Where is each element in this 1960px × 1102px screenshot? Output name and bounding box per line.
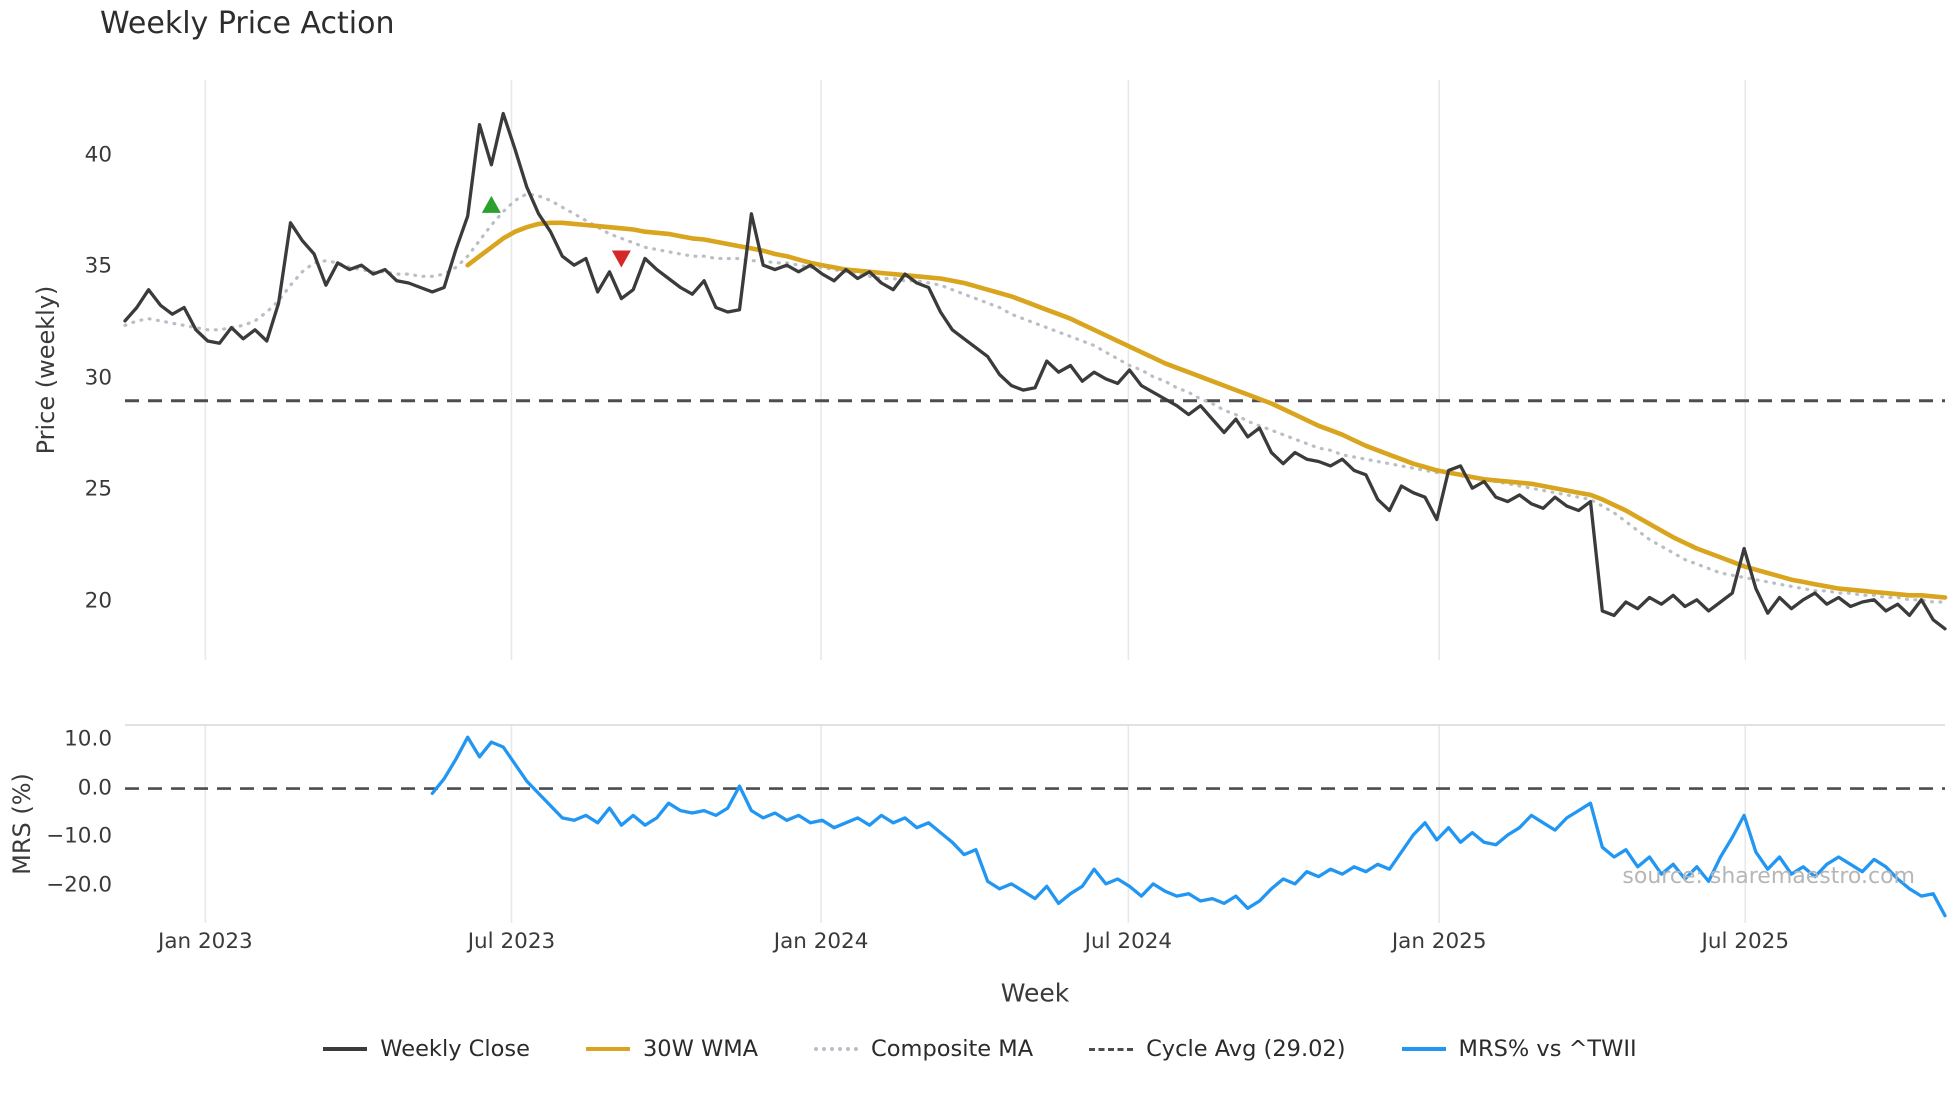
legend-item-30w-wma: 30W WMA	[585, 1036, 759, 1062]
x-tick-label: Jan 2023	[158, 929, 253, 954]
legend-label-cycle-avg: Cycle Avg (29.02)	[1146, 1036, 1346, 1062]
legend-label-mrs: MRS% vs ^TWII	[1458, 1036, 1637, 1062]
x-axis-label: Week	[1000, 978, 1070, 1008]
price-y-tick-label: 25	[84, 476, 112, 502]
x-tick-label: Jul 2023	[467, 929, 556, 954]
composite-ma-line-swatch	[814, 1047, 859, 1051]
legend-label-composite-ma: Composite MA	[871, 1036, 1034, 1062]
chart-title: Weekly Price Action	[100, 6, 395, 41]
mrs-y-tick-label: 0.0	[77, 775, 112, 801]
composite-ma-line	[123, 192, 1947, 604]
legend: Weekly Close 30W WMA Composite MA Cycle …	[0, 1036, 1960, 1062]
legend-item-weekly-close: Weekly Close	[323, 1036, 530, 1062]
x-tick-label: Jul 2024	[1084, 929, 1173, 954]
mrs-line-swatch	[1401, 1047, 1446, 1051]
weekly-close-line-swatch	[323, 1047, 368, 1051]
mrs-y-tick-label: 10.0	[64, 726, 112, 752]
mrs-y-tick-label: −10.0	[46, 823, 112, 849]
cycle-avg-line-swatch	[1089, 1047, 1134, 1051]
price-y-tick-label: 40	[84, 142, 112, 168]
legend-item-cycle-avg: Cycle Avg (29.02)	[1089, 1036, 1346, 1062]
wma-line-swatch	[585, 1047, 630, 1051]
mrs-y-tick-label: −20.0	[46, 872, 112, 898]
price-y-tick-label: 35	[84, 253, 112, 279]
buy-signal-marker	[481, 195, 501, 213]
source-watermark: source: sharemaestro.com	[1622, 864, 1915, 889]
x-tick-label: Jan 2024	[773, 929, 869, 954]
legend-item-composite-ma: Composite MA	[814, 1036, 1033, 1062]
sell-signal-marker	[611, 250, 631, 268]
legend-label-30w-wma: 30W WMA	[642, 1036, 759, 1062]
x-tick-label: Jan 2025	[1391, 929, 1487, 954]
x-tick-label: Jul 2025	[1701, 929, 1790, 954]
30w-wma-line	[465, 220, 1948, 600]
weekly-close-line	[123, 111, 1947, 631]
legend-label-weekly-close: Weekly Close	[380, 1036, 530, 1062]
legend-item-mrs: MRS% vs ^TWII	[1401, 1036, 1637, 1062]
price-y-tick-label: 20	[84, 588, 112, 614]
mrs-vs-twii-line	[430, 735, 1947, 918]
price-y-tick-label: 30	[84, 365, 112, 391]
